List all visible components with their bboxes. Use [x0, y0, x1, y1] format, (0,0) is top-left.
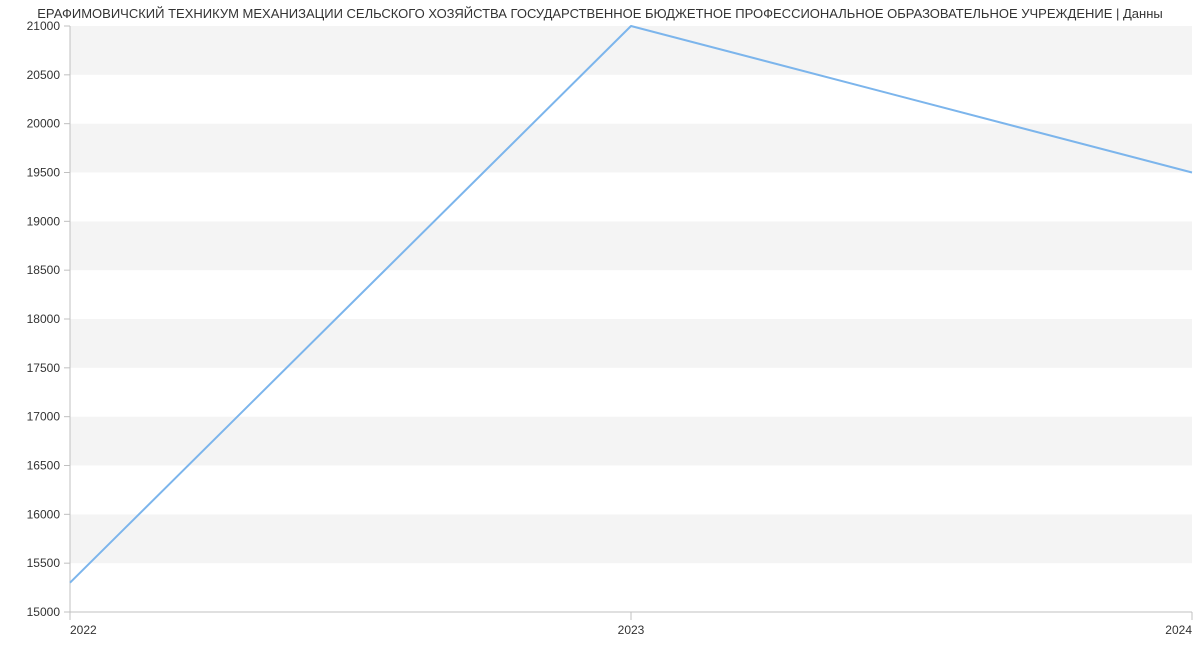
- y-tick-label: 16500: [27, 459, 61, 473]
- y-tick-label: 16000: [27, 507, 61, 521]
- grid-band: [70, 514, 1192, 563]
- y-tick-label: 19500: [27, 166, 61, 180]
- x-tick-label: 2024: [1165, 623, 1192, 637]
- y-tick-label: 20500: [27, 68, 61, 82]
- y-tick-label: 17000: [27, 410, 61, 424]
- grid-band: [70, 221, 1192, 270]
- grid-band: [70, 270, 1192, 319]
- x-tick-label: 2022: [70, 623, 97, 637]
- x-tick-label: 2023: [618, 623, 645, 637]
- y-tick-label: 15500: [27, 556, 61, 570]
- y-tick-label: 15000: [27, 605, 61, 619]
- y-tick-label: 17500: [27, 361, 61, 375]
- line-chart: ЕРАФИМОВИЧСКИЙ ТЕХНИКУМ МЕХАНИЗАЦИИ СЕЛЬ…: [0, 0, 1200, 650]
- y-tick-label: 18000: [27, 312, 61, 326]
- grid-band: [70, 563, 1192, 612]
- grid-band: [70, 75, 1192, 124]
- grid-band: [70, 173, 1192, 222]
- y-tick-label: 19000: [27, 214, 61, 228]
- grid-band: [70, 417, 1192, 466]
- chart-svg: 15000 15500 16000 16500 17000 17500 18000 18500…: [0, 0, 1200, 650]
- y-tick-label: 21000: [27, 19, 61, 33]
- y-tick-label: 20000: [27, 117, 61, 131]
- grid-band: [70, 26, 1192, 75]
- y-tick-label: 18500: [27, 263, 61, 277]
- grid-band: [70, 319, 1192, 368]
- grid-band: [70, 368, 1192, 417]
- grid-band: [70, 466, 1192, 515]
- grid-band: [70, 124, 1192, 173]
